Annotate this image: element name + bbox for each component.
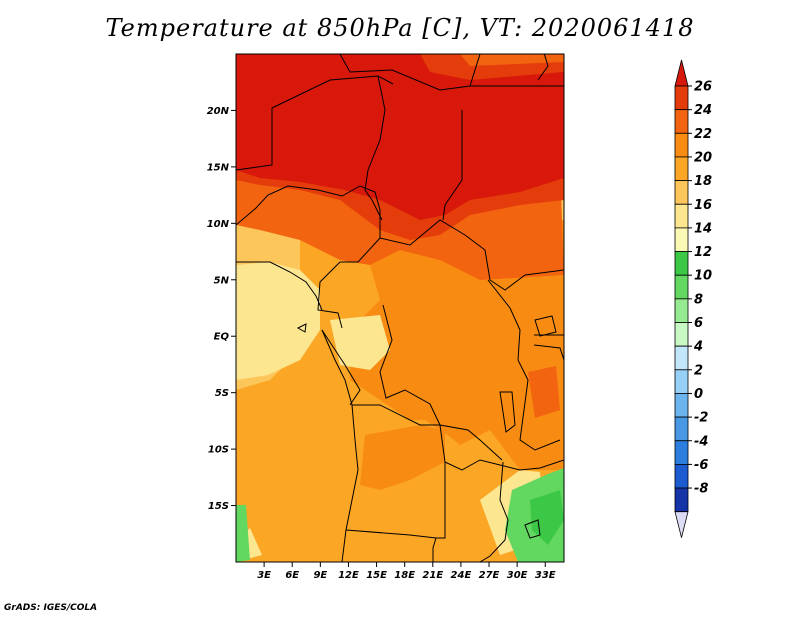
colorbar-swatch <box>674 487 689 513</box>
lat-tick-label: 15N <box>207 162 230 173</box>
colorbar-level-label: -2 <box>694 411 708 426</box>
colorbar-swatch <box>674 345 689 371</box>
lon-tick-label: 15E <box>366 570 387 581</box>
colorbar-swatch <box>674 274 689 300</box>
colorbar-swatch <box>674 85 689 111</box>
lon-tick-label: 12E <box>338 570 359 581</box>
colorbar-level-label: -4 <box>694 434 708 449</box>
colorbar-level-label: 0 <box>694 387 703 402</box>
lat-tick-label: 20N <box>207 106 230 117</box>
lon-tick-label: 3E <box>257 570 271 581</box>
latitude-axis: 20N 15N 10N 5N EQ 5S 10S 15S <box>207 106 236 512</box>
colorbar-level-label: 22 <box>694 127 712 142</box>
colorbar-level-label: 12 <box>694 245 712 260</box>
colorbar-swatch <box>674 203 689 229</box>
colorbar-top-arrow <box>674 59 689 87</box>
lon-tick-label: 21E <box>422 570 443 581</box>
colorbar-swatch <box>674 180 689 205</box>
lon-tick-label: 27E <box>479 570 500 581</box>
colorbar-level-label: 16 <box>694 198 712 213</box>
colorbar-level-label: -6 <box>694 458 708 473</box>
colorbar-level-label: -8 <box>694 482 708 497</box>
map-title: Temperature at 850hPa [C], VT: 202006141… <box>105 14 695 42</box>
colorbar-swatch <box>674 369 689 394</box>
colorbar-level-label: 14 <box>694 221 712 236</box>
lon-tick-label: 9E <box>313 570 327 581</box>
colorbar-level-label: 8 <box>694 292 703 307</box>
colorbar-swatch <box>674 322 689 347</box>
colorbar-swatch <box>674 298 689 323</box>
lon-tick-label: 18E <box>394 570 415 581</box>
lon-tick-label: 24E <box>451 570 472 581</box>
colorbar-swatch <box>674 156 689 181</box>
colorbar-level-label: 24 <box>694 103 712 118</box>
longitude-axis: 3E 6E 9E 12E 15E 18E 21E 24E 27E 30E 33E <box>257 562 556 581</box>
colorbar-swatch <box>674 440 689 465</box>
colorbar-level-label: 6 <box>694 316 703 331</box>
colorbar-level-label: 4 <box>693 340 703 355</box>
colorbar-swatch <box>674 393 689 418</box>
colorbar-level-label: 20 <box>694 150 712 165</box>
colorbar-swatch <box>674 463 689 489</box>
colorbar-swatch <box>674 109 689 134</box>
lon-tick-label: 6E <box>285 570 299 581</box>
colorbar-level-label: 2 <box>694 363 703 378</box>
colorbar-swatch <box>674 227 689 252</box>
lat-tick-label: 10S <box>208 445 229 456</box>
grads-credit: GrADS: IGES/COLA <box>4 603 98 613</box>
lat-tick-label: 5S <box>215 388 229 399</box>
colorbar-level-label: 10 <box>694 269 712 284</box>
colorbar-level-label: 26 <box>694 80 712 95</box>
lat-tick-label: 15S <box>208 501 229 512</box>
lakes <box>296 315 557 539</box>
colorbar-swatch <box>674 251 689 276</box>
colorbar-level-label: 18 <box>694 174 712 189</box>
colorbar-swatch <box>674 416 689 442</box>
lon-tick-label: 30E <box>507 570 528 581</box>
lat-tick-label: 5N <box>214 275 230 286</box>
temperature-field <box>236 54 564 562</box>
map-frame <box>235 53 565 563</box>
country-borders <box>236 54 564 562</box>
lon-tick-label: 33E <box>535 570 556 581</box>
colorbar-swatch <box>674 132 689 158</box>
colorbar-bottom-arrow <box>674 511 689 538</box>
lat-tick-label: 10N <box>207 219 230 230</box>
lat-tick-label: EQ <box>214 332 230 343</box>
